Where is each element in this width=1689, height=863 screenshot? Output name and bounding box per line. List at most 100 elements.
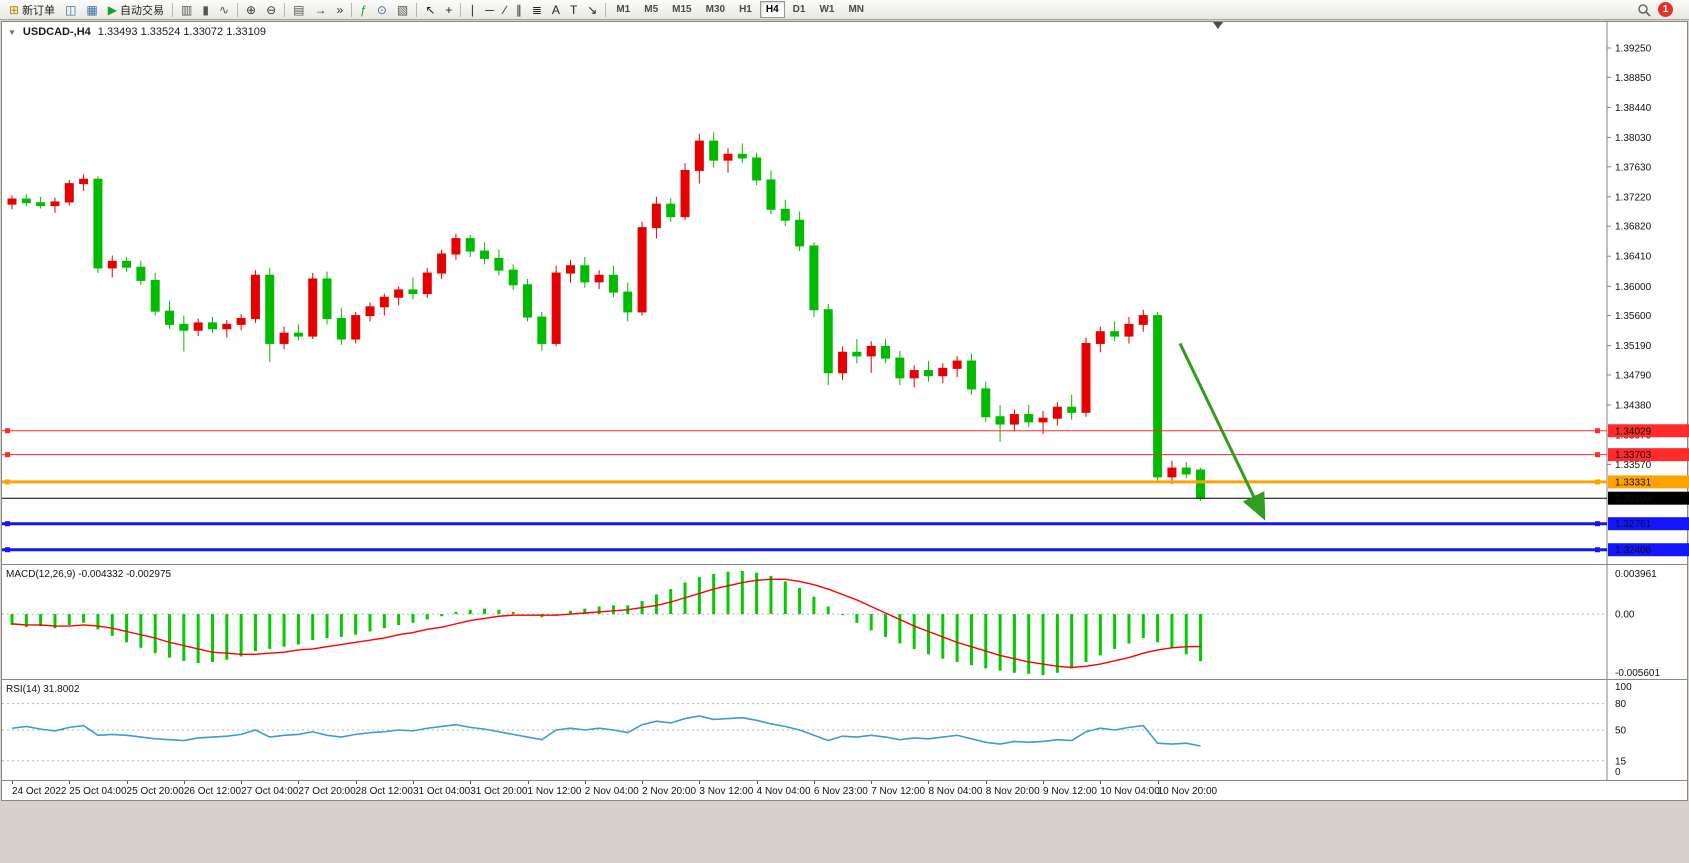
line-handle (5, 521, 10, 527)
line-handle (5, 428, 10, 434)
timeframe-m15-button[interactable]: M15 (672, 4, 692, 15)
svg-text:0: 0 (1615, 767, 1621, 778)
svg-text:1.37220: 1.37220 (1615, 192, 1652, 203)
horizontal-line[interactable] (2, 479, 1607, 485)
chart-shift-button[interactable]: » (331, 1, 348, 19)
search-icon[interactable] (1637, 3, 1651, 17)
fibonacci-icon: ≣ (531, 2, 542, 17)
zoom-in-button[interactable]: ⊕ (241, 1, 261, 19)
horizontal-line[interactable] (2, 452, 1607, 458)
line-chart-button[interactable]: ∿ (214, 1, 234, 19)
fibonacci-button[interactable]: ≣ (527, 1, 547, 19)
price-chart[interactable]: 1.39250 1.38850 1.38440 1.38030 1.37630 1.372… (2, 22, 1689, 564)
time-tick (584, 781, 586, 784)
time-tick (1157, 781, 1159, 784)
auto-scroll-button[interactable]: → (309, 1, 331, 19)
line-chart-icon: ∿ (218, 2, 229, 17)
timeframe-h1-button[interactable]: H1 (739, 4, 752, 15)
timeframe-w1-button[interactable]: W1 (819, 4, 835, 15)
time-axis[interactable]: 24 Oct 2022 25 Oct 04:00 25 Oct 20:00 26 Oc… (2, 780, 1687, 801)
svg-text:1.33331: 1.33331 (1615, 477, 1652, 488)
new-order-button[interactable]: ⊞ 新订单 (4, 1, 60, 19)
horizontal-line[interactable] (2, 547, 1607, 553)
time-tick (699, 781, 701, 784)
time-tick (756, 781, 758, 784)
price-badge (1608, 517, 1689, 531)
timeframe-m1-button[interactable]: M1 (616, 4, 631, 15)
timeframe-h4-button[interactable]: H4 (759, 1, 785, 18)
line-handle (1595, 452, 1600, 458)
time-label: 31 Oct 04:00 (412, 786, 471, 797)
macd-panel[interactable]: 0.003961 0.00 -0.005601 MACD(12,26,9) -0.00… (2, 565, 1689, 679)
tile-windows-icon: ▤ (293, 2, 305, 17)
zoom-out-button[interactable]: ⊖ (261, 1, 281, 19)
arrows-icon: ↘ (587, 2, 598, 17)
channel-button[interactable]: ∥ (511, 1, 527, 19)
time-tick (298, 781, 300, 784)
timeframe-m30-button[interactable]: M30 (705, 4, 726, 15)
svg-text:1.34790: 1.34790 (1615, 370, 1652, 381)
toolbar-right: 1 (1637, 2, 1685, 17)
horizontal-line[interactable] (2, 428, 1607, 434)
autotrade-button[interactable]: ▶ 自动交易 (103, 1, 169, 19)
time-tick (1100, 781, 1102, 784)
chart-shift-marker[interactable] (1213, 22, 1223, 29)
label-button[interactable]: T (565, 1, 582, 19)
new-order-icon: ⊞ (9, 2, 20, 17)
svg-text:80: 80 (1615, 699, 1627, 710)
navigator-button[interactable]: ▦ (81, 1, 102, 19)
templates-button[interactable]: ▧ (392, 1, 413, 19)
panel-separator[interactable] (2, 564, 1687, 565)
zoom-in-icon: ⊕ (246, 2, 257, 17)
cursor-icon: ↖ (425, 2, 436, 17)
one-click-trading-toggle[interactable]: ▼ (8, 27, 16, 37)
time-tick (470, 781, 472, 784)
candlestick-chart-button[interactable]: ▮ (197, 1, 214, 19)
svg-text:-0.005601: -0.005601 (1615, 668, 1660, 679)
time-tick (355, 781, 357, 784)
autotrade-icon: ▶ (107, 2, 117, 17)
rsi-panel[interactable]: 100 80 50 150 RSI(14) 31.8002 (2, 680, 1689, 780)
time-label: 1 Nov 12:00 (527, 786, 582, 797)
market-watch-button[interactable]: ◫ (60, 1, 81, 19)
time-tick (412, 781, 414, 784)
line-handle (1595, 547, 1600, 553)
trend-arrow[interactable] (1178, 342, 1266, 521)
price-axis[interactable]: 1.39250 1.38850 1.38440 1.38030 1.37630 1.372… (1607, 44, 1652, 471)
notification-badge[interactable]: 1 (1658, 2, 1673, 17)
panel-separator[interactable] (2, 679, 1687, 680)
timeframe-d1-button[interactable]: D1 (792, 4, 806, 15)
cursor-button[interactable]: ↖ (420, 1, 440, 19)
time-label: 8 Nov 04:00 (928, 786, 983, 797)
bar-chart-button[interactable]: ▥ (176, 1, 197, 19)
timeframe-mn-button[interactable]: MN (848, 4, 865, 15)
price-badge (1608, 491, 1689, 505)
arrows-button[interactable]: ↘ (582, 1, 602, 19)
toolbar-separator (237, 2, 238, 17)
svg-text:1.36820: 1.36820 (1615, 222, 1652, 233)
line-handle (1595, 479, 1600, 485)
periods-button[interactable]: ⊙ (372, 1, 392, 19)
indicators-button[interactable]: ƒ (355, 1, 372, 19)
svg-text:1.35600: 1.35600 (1615, 311, 1652, 322)
svg-text:15: 15 (1615, 756, 1627, 767)
time-label: 2 Nov 20:00 (642, 786, 697, 797)
trendline-button[interactable]: ∕ (499, 1, 511, 19)
text-button[interactable]: A (547, 1, 565, 19)
templates-icon: ▧ (396, 2, 409, 17)
timeframe-m5-button[interactable]: M5 (644, 4, 659, 15)
toolbar-separator (284, 2, 286, 17)
vertical-line-button[interactable]: ∣ (464, 1, 480, 19)
svg-text:1.33703: 1.33703 (1615, 450, 1652, 461)
svg-text:50: 50 (1615, 726, 1627, 737)
horizontal-line-button[interactable]: ─ (480, 1, 499, 19)
svg-text:1.33109: 1.33109 (1615, 494, 1652, 505)
line-handle (1595, 521, 1600, 527)
time-label: 7 Nov 12:00 (871, 786, 926, 797)
crosshair-button[interactable]: + (440, 1, 457, 19)
horizontal-line[interactable] (2, 521, 1607, 527)
time-label: 3 Nov 12:00 (699, 786, 754, 797)
tile-windows-button[interactable]: ▤ (288, 1, 309, 19)
auto-scroll-icon: → (314, 2, 327, 17)
